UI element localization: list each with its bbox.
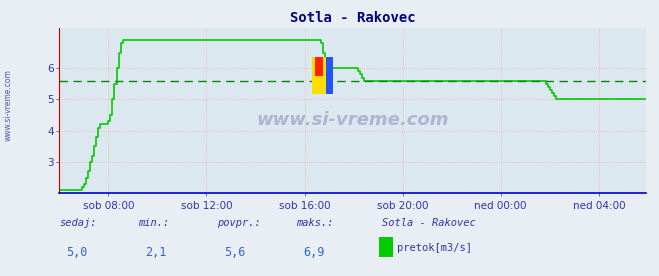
Text: Sotla - Rakovec: Sotla - Rakovec	[382, 218, 476, 228]
Text: sedaj:: sedaj:	[59, 218, 97, 228]
Text: 6,9: 6,9	[303, 246, 324, 259]
Text: www.si-vreme.com: www.si-vreme.com	[3, 69, 13, 141]
Text: www.si-vreme.com: www.si-vreme.com	[256, 111, 449, 129]
Text: pretok[m3/s]: pretok[m3/s]	[397, 243, 473, 253]
FancyBboxPatch shape	[315, 57, 323, 76]
FancyBboxPatch shape	[318, 57, 333, 94]
Text: 5,0: 5,0	[66, 246, 87, 259]
Text: 5,6: 5,6	[224, 246, 245, 259]
Text: povpr.:: povpr.:	[217, 218, 261, 228]
FancyBboxPatch shape	[312, 57, 326, 94]
Title: Sotla - Rakovec: Sotla - Rakovec	[290, 11, 415, 25]
Text: maks.:: maks.:	[297, 218, 334, 228]
Text: 2,1: 2,1	[145, 246, 166, 259]
Text: min.:: min.:	[138, 218, 169, 228]
